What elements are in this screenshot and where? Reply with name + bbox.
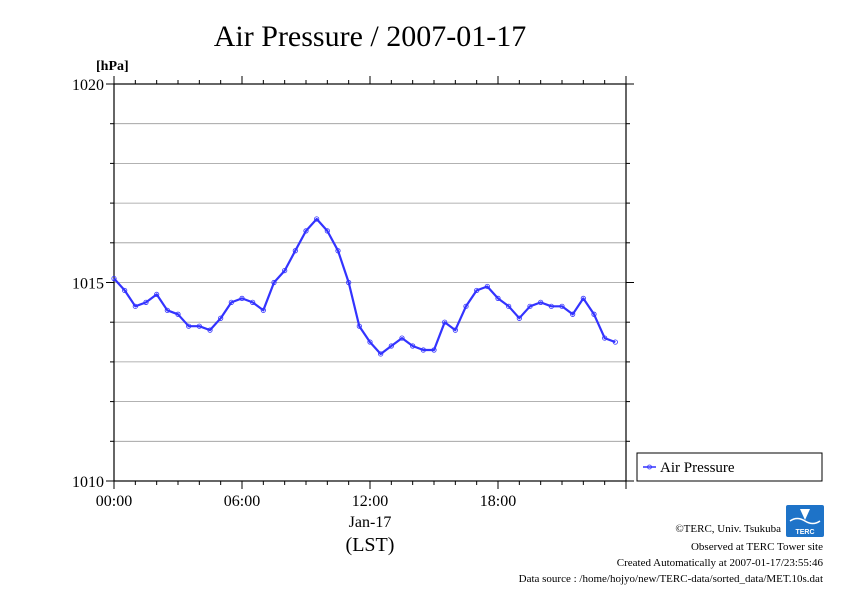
chart-title: Air Pressure / 2007-01-17 (214, 20, 526, 53)
data-point (196, 323, 202, 329)
x-axis-date-label: Jan-17 (349, 514, 392, 531)
grid-lines (114, 123, 626, 442)
y-tick-label: 1015 (72, 276, 104, 293)
data-point (570, 311, 576, 317)
data-point (452, 327, 458, 333)
legend-box (636, 452, 823, 482)
data-point (516, 315, 522, 321)
data-point (580, 295, 586, 301)
x-tick-labels: 00:00 06:00 12:00 18:00 (96, 493, 516, 510)
data-point (303, 228, 309, 234)
data-point (399, 335, 405, 341)
data-point (602, 335, 608, 341)
y-tick-labels: 1010 1015 1020 (72, 77, 104, 491)
data-point (314, 216, 320, 222)
data-point (612, 339, 618, 345)
data-point (378, 351, 384, 357)
data-point (186, 323, 192, 329)
x-tick-label: 18:00 (480, 493, 516, 510)
data-point (559, 303, 565, 309)
data-point (431, 347, 437, 353)
logo-wave-icon (789, 517, 821, 525)
data-point (292, 248, 298, 254)
legend-marker (647, 464, 652, 470)
data-point (495, 295, 501, 301)
data-point (335, 248, 341, 254)
data-point (239, 295, 245, 301)
data-point (484, 283, 490, 290)
data-point (346, 279, 352, 286)
x-tick-label: 06:00 (224, 493, 260, 510)
data-point (250, 299, 256, 305)
data-point (356, 323, 362, 329)
data-point (506, 303, 512, 309)
data-point (164, 307, 170, 313)
data-point (132, 303, 138, 309)
data-point (260, 307, 266, 313)
data-point (591, 311, 597, 317)
data-point (228, 299, 234, 305)
x-axis-unit-label: (LST) (346, 534, 395, 556)
data-point (143, 299, 149, 305)
y-tick-label: 1020 (72, 77, 104, 94)
data-point (463, 303, 469, 309)
data-point (442, 319, 448, 325)
data-point (410, 343, 416, 349)
terc-logo: TERC (786, 505, 824, 537)
legend-label: Air Pressure (660, 460, 735, 476)
y-axis-unit: [hPa] (96, 59, 129, 74)
data-point (207, 327, 213, 333)
data-point (324, 228, 330, 234)
data-point (388, 343, 394, 349)
footer-source: Data source : /home/hojyo/new/TERC-data/… (519, 573, 823, 585)
data-point (548, 303, 554, 309)
data-point (271, 279, 277, 286)
logo-drop-icon (800, 509, 810, 520)
footer-created: Created Automatically at 2007-01-17/23:5… (617, 557, 824, 569)
footer-observed: Observed at TERC Tower site (691, 541, 823, 553)
data-point (367, 339, 373, 345)
x-tick-label: 12:00 (352, 493, 388, 510)
series-line (113, 217, 616, 356)
data-point (527, 303, 533, 309)
axis-ticks (106, 76, 634, 489)
data-point (282, 267, 288, 274)
series-layer (111, 216, 618, 357)
data-point (538, 299, 544, 305)
x-tick-label: 00:00 (96, 493, 132, 510)
data-point (154, 291, 160, 298)
data-point (474, 287, 480, 294)
data-point (175, 311, 181, 317)
data-point (420, 347, 426, 353)
data-point (218, 315, 224, 321)
legend: Air Pressure (636, 452, 823, 482)
data-point (122, 287, 128, 294)
footer-copyright: ©TERC, Univ. Tsukuba (675, 523, 781, 535)
y-tick-label: 1010 (72, 474, 104, 491)
logo-text: TERC (795, 529, 814, 536)
data-point (111, 275, 117, 282)
